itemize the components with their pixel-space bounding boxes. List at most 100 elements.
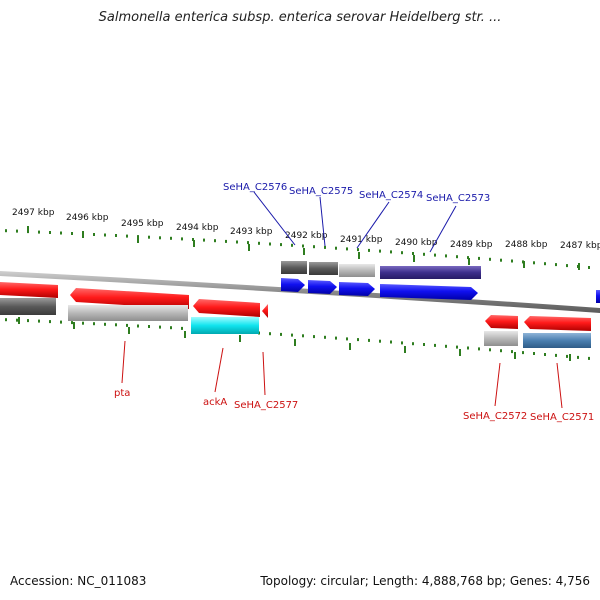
minor-tick	[181, 326, 183, 330]
major-tick	[413, 255, 415, 262]
minor-tick	[313, 335, 315, 339]
minor-tick	[533, 352, 535, 355]
minor-tick	[192, 238, 194, 241]
minor-tick	[60, 320, 62, 324]
label-leader-line	[214, 347, 224, 393]
gene-label-seha-c2571: SeHA_C2571	[530, 412, 594, 423]
gene-arrow-reverse	[193, 299, 260, 317]
label-leader-line	[556, 362, 563, 409]
ruler-label: 2492 kbp	[285, 231, 328, 241]
minor-tick	[456, 255, 458, 259]
ruler-label: 2489 kbp	[450, 240, 493, 250]
minor-tick	[203, 238, 205, 242]
reverse-gene-labels: pta ackA SeHA_C2577 SeHA_C2572 SeHA_C257…	[114, 388, 594, 423]
major-tick	[404, 346, 406, 353]
major-tick	[128, 327, 130, 334]
minor-tick	[478, 256, 480, 260]
ruler-label: 2495 kbp	[121, 219, 164, 229]
minor-tick	[390, 340, 392, 344]
minor-tick	[489, 257, 491, 261]
minor-tick	[181, 237, 183, 241]
minor-tick	[544, 353, 546, 356]
ruler-label: 2490 kbp	[395, 238, 438, 248]
minor-tick	[577, 355, 579, 359]
minor-tick	[324, 335, 326, 339]
major-tick	[27, 226, 29, 233]
minor-tick	[71, 232, 73, 235]
minor-tick	[390, 250, 392, 254]
minor-tick	[566, 354, 568, 358]
minor-tick	[214, 239, 216, 243]
minor-tick	[577, 265, 579, 268]
minor-tick	[500, 349, 502, 353]
gene-feature-band	[484, 331, 518, 346]
major-tick	[569, 354, 571, 361]
major-tick	[239, 335, 241, 342]
minor-tick	[269, 332, 271, 336]
ruler-label: 2487 kbp	[560, 241, 600, 251]
minor-tick	[324, 245, 326, 249]
gene-label-seha-c2577: SeHA_C2577	[234, 400, 298, 411]
minor-tick	[456, 345, 458, 349]
minor-tick	[357, 338, 359, 342]
minor-tick	[247, 241, 249, 245]
minor-tick	[379, 249, 381, 253]
major-tick	[459, 349, 461, 356]
minor-tick	[170, 236, 172, 240]
minor-tick	[412, 342, 414, 346]
gene-feature-band	[281, 261, 307, 274]
ruler-label: 2496 kbp	[66, 213, 109, 223]
minor-tick	[82, 232, 84, 236]
minor-tick	[401, 341, 403, 345]
minor-tick	[16, 229, 18, 233]
minor-tick	[445, 344, 447, 348]
major-tick	[248, 244, 250, 251]
minor-tick	[148, 325, 150, 328]
gene-label-seha-c2575: SeHA_C2575	[289, 186, 353, 197]
major-tick	[294, 339, 296, 346]
minor-tick	[379, 339, 381, 343]
minor-tick	[302, 334, 304, 338]
gene-arrow-reverse	[262, 304, 268, 318]
label-leader-line	[356, 201, 390, 249]
forward-gene-labels: SeHA_C2576 SeHA_C2575 SeHA_C2574 SeHA_C2…	[223, 182, 490, 204]
minor-tick	[16, 318, 18, 322]
gene-feature-band	[339, 264, 375, 277]
minor-tick	[104, 233, 106, 237]
ruler-label: 2488 kbp	[505, 240, 548, 250]
minor-tick	[335, 336, 337, 340]
minor-tick	[555, 263, 557, 267]
major-tick	[514, 352, 516, 359]
gene-arrow-forward	[339, 282, 375, 296]
minor-tick	[423, 343, 425, 346]
gene-label-seha-c2574: SeHA_C2574	[359, 190, 423, 201]
minor-tick	[137, 324, 139, 328]
ruler-minor-ticks-bottom	[5, 318, 590, 360]
minor-tick	[467, 346, 469, 350]
minor-tick	[588, 356, 590, 360]
minor-tick	[522, 351, 524, 355]
minor-tick	[511, 259, 513, 263]
minor-tick	[269, 242, 271, 246]
label-leader-line	[262, 351, 266, 396]
minor-tick	[434, 343, 436, 347]
gene-arrow-forward	[308, 280, 337, 294]
minor-tick	[291, 243, 293, 247]
ruler-label: 2491 kbp	[340, 235, 383, 245]
reverse-label-leaders	[121, 340, 563, 409]
ruler-minor-ticks-top	[5, 229, 590, 269]
label-leader-line	[121, 340, 126, 384]
minor-tick	[434, 253, 436, 257]
label-leader-line	[494, 362, 501, 407]
major-tick	[184, 331, 186, 338]
reverse-strand-features	[0, 282, 591, 348]
gene-arrow-reverse	[485, 315, 518, 329]
minor-tick	[93, 233, 95, 236]
forward-strand-features	[281, 261, 600, 303]
minor-tick	[401, 251, 403, 255]
minor-tick	[5, 229, 7, 233]
minor-tick	[104, 322, 106, 326]
gene-arrow-reverse	[524, 316, 591, 331]
minor-tick	[115, 323, 117, 327]
